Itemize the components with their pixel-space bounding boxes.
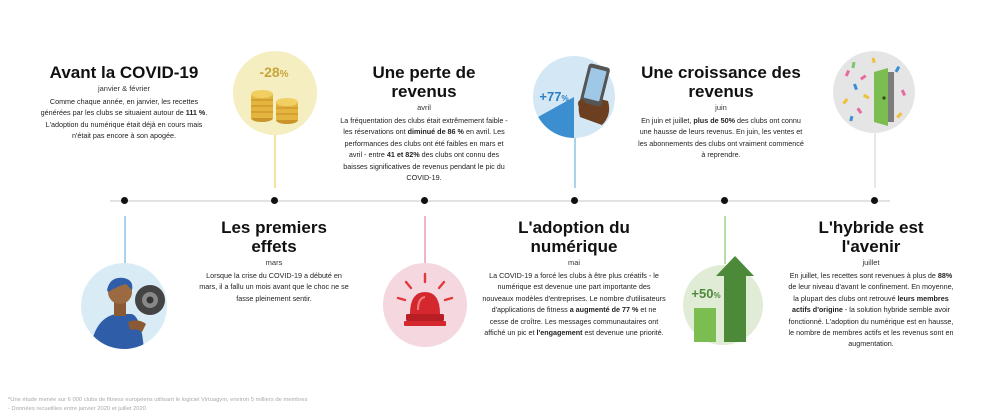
stem-janvier <box>124 216 126 266</box>
person-illustration <box>81 263 167 349</box>
milestone-mars: Les premiers effets mars Lorsque la cris… <box>197 218 351 304</box>
highlight-text: leurs membres actifs d'origine <box>792 293 949 315</box>
milestone-mai: L'adoption du numérique mai La COVID-19 … <box>482 218 666 338</box>
timeline-dot-avril <box>421 197 428 204</box>
body-text: La COVID-19 a forcé les clubs à être plu… <box>482 271 666 315</box>
body-text: Lorsque la crise du COVID-19 a débuté en… <box>199 271 349 303</box>
body-text: . L'adoption du numérique était déjà en … <box>45 108 208 141</box>
milestone-body: En juillet, les recettes sont revenues à… <box>788 270 954 350</box>
stem-juillet <box>874 128 876 188</box>
body-text: - la solution hybride semble avoir fonct… <box>788 305 954 349</box>
highlight-text: a augmenté de 77 % <box>569 305 639 315</box>
milestone-body: Comme chaque année, en janvier, les rece… <box>40 96 208 142</box>
highlight-text: 41 et 82% <box>386 150 420 160</box>
hand-phone-icon <box>578 63 610 125</box>
milestone-avril: Une perte de revenus avril La fréquentat… <box>338 63 510 183</box>
body-text: des clubs ont connu une hausse de leurs … <box>638 116 804 160</box>
door-illustration <box>833 51 915 133</box>
coins-percent-text: -28% <box>259 64 288 80</box>
milestone-title: Les premiers effets <box>221 218 327 256</box>
milestone-date: janvier & février <box>97 84 151 93</box>
timeline-dot-mars <box>271 197 278 204</box>
footnote-study: *Une étude menée sur 6 000 clubs de fitn… <box>8 397 308 403</box>
body-text: Comme chaque année, en janvier, les rece… <box>40 97 199 118</box>
milestone-title: Une perte de revenus <box>372 63 476 101</box>
coin-stack-right-icon <box>276 98 298 124</box>
milestone-title: L'adoption du numérique <box>518 218 630 256</box>
milestone-janvier: Avant la COVID-19 janvier & février Comm… <box>40 63 208 142</box>
milestone-title: Une croissance des revenus <box>641 63 801 101</box>
phone-illustration: +77% <box>533 56 615 138</box>
milestone-body: La fréquentation des clubs était extrême… <box>338 115 510 183</box>
milestone-body: Lorsque la crise du COVID-19 a débuté en… <box>197 270 351 304</box>
stem-juin <box>724 216 726 264</box>
person-with-weight-icon <box>90 277 146 349</box>
stem-avril <box>424 216 426 264</box>
body-text: en avril. Les performances des clubs ont… <box>344 127 505 160</box>
milestone-body: La COVID-19 a forcé les clubs à être plu… <box>482 270 666 338</box>
timeline-dot-juin <box>721 197 728 204</box>
milestone-date: juin <box>715 103 727 112</box>
footnote-dates: - Données recueillies entre janvier 2020… <box>8 406 146 412</box>
milestone-body: En juin et juillet, plus de 50% des club… <box>636 115 806 161</box>
growth-illustration: +50% <box>683 256 763 345</box>
highlight-text: 88% <box>937 271 953 280</box>
highlight-text: l'engagement <box>536 328 583 338</box>
milestone-date: juillet <box>862 258 880 267</box>
highlight-text: 111 % <box>185 108 206 118</box>
timeline-axis <box>110 200 890 202</box>
stem-mai <box>574 128 576 188</box>
door-icon <box>874 68 894 126</box>
growth-percent-text: +50% <box>691 286 720 301</box>
milestone-date: mai <box>567 258 581 267</box>
timeline-dot-juillet <box>871 197 878 204</box>
body-text: En juin et juillet, <box>641 116 694 125</box>
body-text: de leur niveau d'avant le confinement. E… <box>788 282 954 303</box>
phone-pie-slice <box>538 97 574 138</box>
siren-icon <box>396 272 454 326</box>
timeline-dot-mai <box>571 197 578 204</box>
phone-percent-text: +77% <box>539 89 568 104</box>
milestone-date: mars <box>265 258 283 267</box>
weight-plate-icon <box>135 285 165 315</box>
milestone-juin: Une croissance des revenus juin En juin … <box>636 63 806 161</box>
milestone-date: avril <box>417 103 431 112</box>
growth-bars-icon <box>694 256 754 342</box>
highlight-text: plus de 50% <box>693 116 735 125</box>
milestone-title: Avant la COVID-19 <box>49 63 199 82</box>
timeline-dot-janvier <box>121 197 128 204</box>
coins-illustration: -28% <box>233 51 317 135</box>
coin-stack-left-icon <box>251 90 273 122</box>
body-text: En juillet, les recettes sont revenues à… <box>789 271 938 280</box>
highlight-text: diminué de 86 % <box>407 127 464 137</box>
alarm-illustration <box>383 263 467 347</box>
stem-mars <box>274 128 276 188</box>
body-text: et ne cesse de croître. Les messages com… <box>484 305 659 338</box>
body-text: des clubs ont connu des baisses signific… <box>343 150 505 183</box>
body-text: est devenue une priorité. <box>582 328 664 338</box>
milestone-title: L'hybride est l'avenir <box>818 218 924 256</box>
confetti-icon <box>842 57 907 122</box>
milestone-juillet: L'hybride est l'avenir juillet En juille… <box>788 218 954 350</box>
body-text: La fréquentation des clubs était extrême… <box>340 116 508 137</box>
